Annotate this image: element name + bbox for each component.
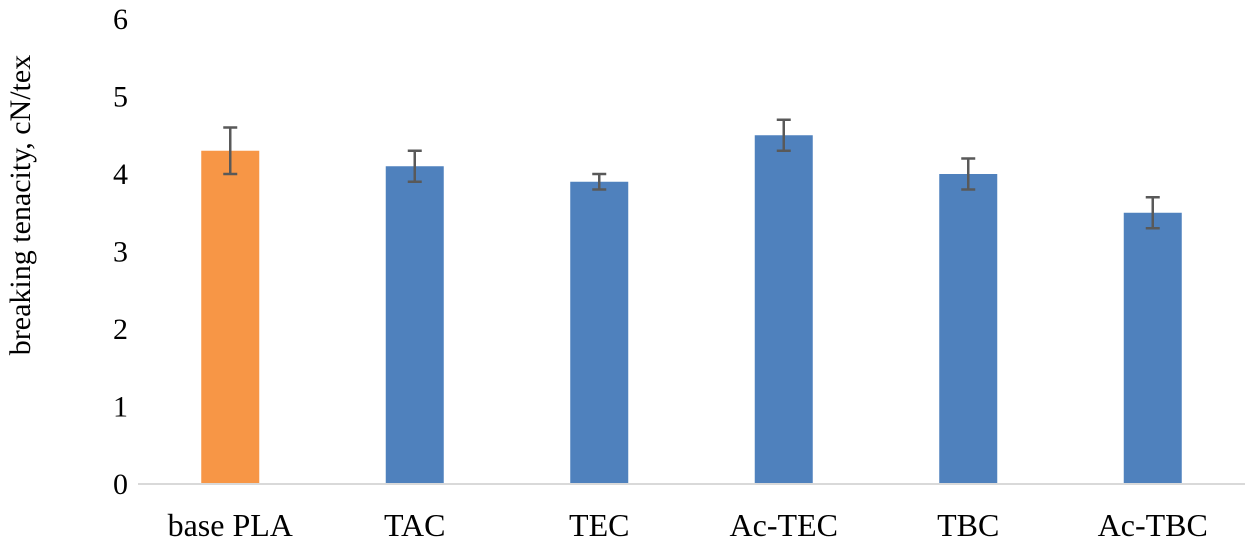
y-axis-title-group: breaking tenacity, cN/tex xyxy=(4,55,37,355)
y-tick-label: 6 xyxy=(113,3,128,36)
x-category-label: TEC xyxy=(569,507,629,540)
error-bar xyxy=(592,172,607,191)
error-bars xyxy=(223,118,1160,230)
y-tick-label: 1 xyxy=(113,391,128,424)
bar-ac-tec xyxy=(754,135,813,484)
error-bar xyxy=(223,126,238,176)
x-category-label: TBC xyxy=(937,507,999,540)
x-category-label: TAC xyxy=(384,507,445,540)
y-tick-label: 4 xyxy=(113,158,128,191)
bar-base-pla xyxy=(201,150,260,484)
bars xyxy=(201,135,1182,484)
y-tick-labels: 0 1 2 3 4 5 6 xyxy=(113,3,128,501)
error-bar xyxy=(776,118,791,152)
category-labels: base PLA TAC TEC Ac-TEC TBC Ac-TBC xyxy=(168,507,1208,540)
x-category-label: Ac-TEC xyxy=(730,507,838,540)
bar-tbc xyxy=(939,174,998,484)
y-tick-label: 2 xyxy=(113,313,128,346)
y-axis-title: breaking tenacity, cN/tex xyxy=(4,55,37,355)
y-tick-label: 5 xyxy=(113,81,128,114)
error-bar xyxy=(961,157,976,191)
error-bar xyxy=(1145,196,1160,230)
y-tick-label: 3 xyxy=(113,236,128,269)
x-category-label: Ac-TBC xyxy=(1098,507,1208,540)
error-bar xyxy=(407,149,422,183)
bar-tac xyxy=(385,166,444,484)
y-tick-label: 0 xyxy=(113,468,128,501)
bar-ac-tbc xyxy=(1123,212,1182,484)
x-category-label: base PLA xyxy=(168,507,293,540)
bar-tec xyxy=(570,181,629,484)
